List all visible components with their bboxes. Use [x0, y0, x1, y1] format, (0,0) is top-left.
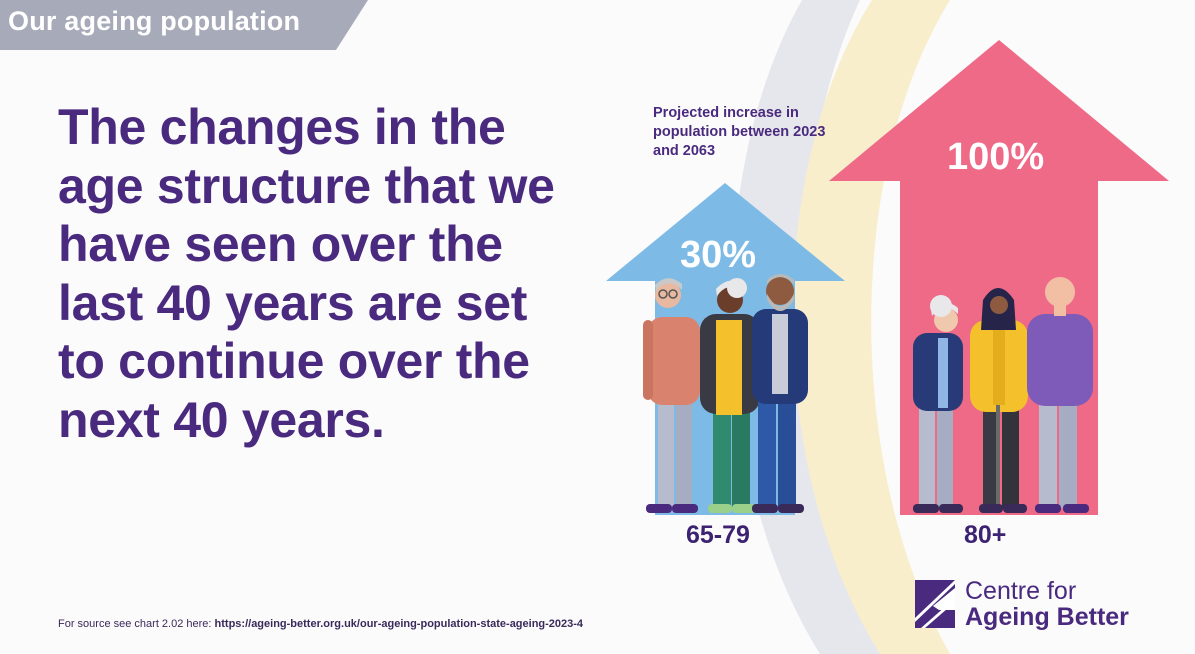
people-illustration-80plus — [913, 277, 1093, 513]
source-note: For source see chart 2.02 here: https://… — [58, 618, 583, 630]
people-illustration-65-79 — [643, 274, 808, 513]
logo-mark-icon — [915, 580, 955, 628]
headline: The changes in the age structure that we… — [58, 99, 555, 448]
source-link[interactable]: https://ageing-better.org.uk/our-ageing-… — [214, 618, 584, 630]
logo-line-1: Centre for — [965, 577, 1077, 605]
section-tab-label: Our ageing population — [8, 6, 301, 36]
centre-for-ageing-better-logo: Centre for Ageing Better — [915, 578, 1175, 634]
section-tab: Our ageing population — [0, 0, 370, 50]
logo-wordmark: Centre for Ageing Better — [965, 578, 1129, 630]
data-label-65-79: 30% — [680, 234, 757, 276]
category-label-65-79: 65-79 — [686, 521, 750, 549]
tab-shape — [0, 0, 368, 50]
chart-caption: Projected increase in population between… — [653, 105, 826, 159]
data-label-80plus: 100% — [947, 136, 1045, 178]
source-prefix: For source see chart 2.02 here: — [58, 618, 212, 630]
category-label-80plus: 80+ — [964, 521, 1007, 549]
logo-line-2: Ageing Better — [965, 603, 1129, 631]
